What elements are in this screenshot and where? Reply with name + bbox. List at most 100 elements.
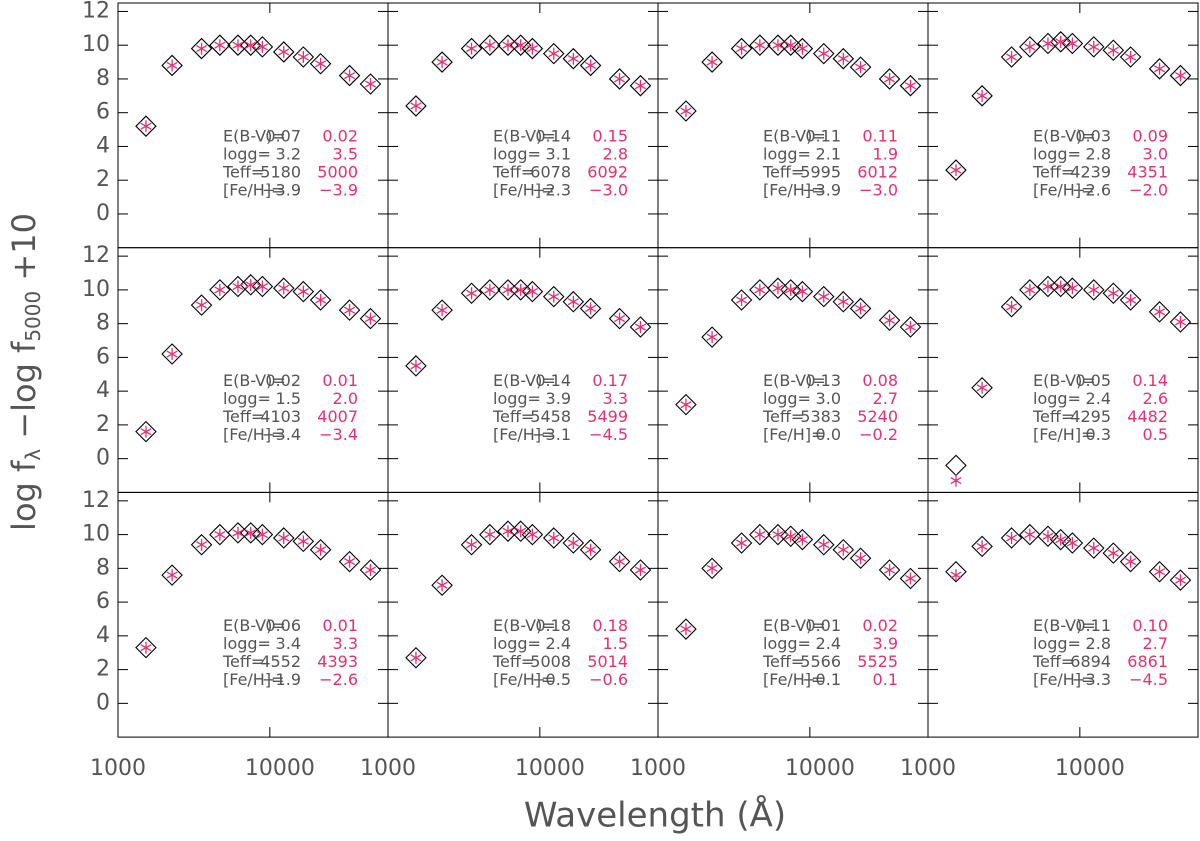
asterisk-marker: [484, 39, 496, 52]
y-tick-label: 8: [96, 66, 110, 91]
diamond-marker: [1019, 36, 1041, 58]
param-model: 2.7: [873, 389, 898, 408]
param-label: E(B-V)=: [493, 371, 556, 390]
param-label: logg=: [223, 145, 271, 164]
asterisk-marker: [436, 56, 448, 69]
diamond-marker: [1000, 527, 1023, 549]
y-label-part: λ: [21, 449, 45, 461]
param-label: [Fe/H]=: [763, 425, 824, 444]
asterisk-marker: [232, 526, 244, 539]
diamond-marker: [309, 539, 332, 561]
asterisk-marker: [466, 287, 478, 300]
diamond-marker: [812, 533, 835, 556]
asterisk-marker: [614, 312, 626, 325]
param-value: 0.05: [1075, 371, 1111, 390]
panel-frame: [657, 2, 929, 249]
asterisk-marker: [466, 42, 478, 55]
asterisk-marker: [484, 528, 496, 541]
asterisk-marker: [466, 538, 478, 551]
param-value: 0.18: [535, 616, 571, 635]
param-label: logg=: [1033, 145, 1081, 164]
asterisk-marker: [1066, 537, 1078, 550]
param-model: 4007: [317, 407, 358, 426]
asterisk-marker: [818, 538, 830, 551]
param-label: Teff=: [762, 407, 804, 426]
param-label: [Fe/H]=: [493, 181, 554, 200]
param-model: −4.5: [1129, 670, 1168, 689]
asterisk-marker: [1107, 547, 1119, 560]
diamond-marker: [190, 533, 213, 556]
param-value: 6078: [530, 163, 571, 182]
diamond-marker: [359, 559, 382, 581]
param-label: logg=: [763, 634, 811, 653]
asterisk-marker: [614, 555, 626, 568]
asterisk-marker: [515, 39, 527, 52]
param-label: [Fe/H]=: [493, 425, 554, 444]
diamond-marker: [161, 54, 183, 77]
asterisk-marker: [1055, 280, 1067, 293]
diamond-marker: [359, 307, 382, 330]
diamond-marker: [608, 307, 631, 330]
asterisk-marker: [278, 531, 290, 544]
asterisk-marker: [1006, 51, 1018, 64]
diamond-marker: [272, 41, 295, 63]
diamond-marker: [779, 525, 802, 548]
asterisk-marker: [410, 99, 422, 112]
param-model: −3.0: [859, 181, 898, 200]
diamond-marker: [209, 523, 231, 546]
diamond-marker: [1119, 550, 1142, 573]
asterisk-marker: [278, 45, 290, 58]
param-model: 0.18: [592, 616, 628, 635]
param-value: 3.2: [276, 145, 301, 164]
asterisk-marker: [904, 321, 917, 334]
diamond-marker: [812, 285, 835, 308]
diamond-marker: [1102, 542, 1125, 564]
y-tick-label: 8: [96, 555, 110, 580]
diamond-marker: [1000, 295, 1023, 318]
x-tick-label: 1000: [900, 756, 956, 781]
diamond-marker: [521, 37, 544, 60]
y-tick-label: 12: [82, 488, 110, 513]
asterisk-marker: [526, 42, 538, 55]
diamond-marker: [767, 523, 789, 546]
param-model: 5014: [587, 652, 628, 671]
param-label: Teff=: [222, 407, 264, 426]
y-tick-label: 0: [96, 201, 110, 226]
asterisk-marker: [245, 39, 257, 52]
diamond-marker: [579, 539, 602, 561]
asterisk-marker: [1024, 40, 1036, 53]
param-value: 2.4: [816, 634, 841, 653]
diamond-marker: [730, 289, 753, 311]
param-label: logg=: [1033, 389, 1081, 408]
asterisk-marker: [754, 283, 766, 296]
diamond-marker: [1169, 64, 1192, 87]
asterisk-marker: [548, 290, 560, 303]
asterisk-marker: [214, 528, 226, 541]
asterisk-marker: [1006, 300, 1018, 313]
asterisk-marker: [567, 295, 579, 308]
param-value: 3.0: [816, 389, 841, 408]
param-model: −2.0: [1129, 181, 1168, 200]
diamond-marker: [338, 299, 361, 321]
asterisk-marker: [278, 282, 290, 295]
asterisk-marker: [140, 425, 152, 438]
asterisk-marker: [680, 398, 692, 411]
asterisk-marker: [548, 531, 560, 544]
diamond-marker: [292, 530, 315, 553]
asterisk-marker: [140, 120, 152, 133]
asterisk-marker: [736, 294, 748, 307]
asterisk-marker: [297, 51, 309, 64]
diamond-marker: [135, 636, 157, 659]
param-model: 0.14: [1132, 371, 1168, 390]
asterisk-marker: [1024, 283, 1036, 296]
x-tick-label: 10000: [515, 756, 585, 781]
asterisk-marker: [1066, 282, 1078, 295]
param-model: 0.02: [862, 616, 898, 635]
diamond-marker: [791, 280, 814, 303]
diamond-marker: [292, 46, 315, 68]
asterisk-marker: [567, 537, 579, 550]
param-model: 0.11: [862, 127, 898, 146]
asterisk-marker: [1042, 530, 1054, 543]
param-label: logg=: [1033, 634, 1081, 653]
param-value: −1.9: [262, 670, 301, 689]
